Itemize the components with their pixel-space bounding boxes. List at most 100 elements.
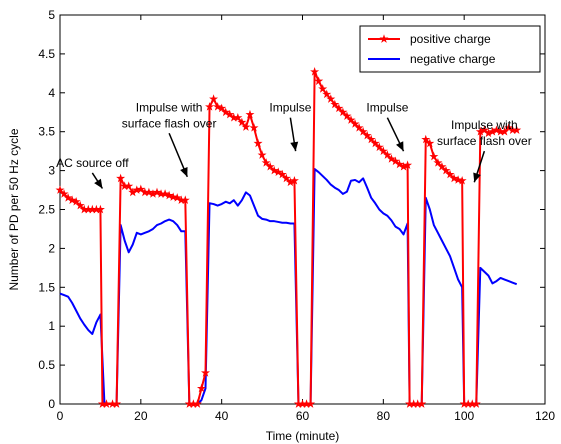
data-point-marker <box>164 190 174 200</box>
legend-label-negative: negative charge <box>410 52 496 66</box>
y-tick-label: 2 <box>48 241 55 255</box>
legend: positive charge negative charge <box>359 25 541 73</box>
y-tick-label: 2.5 <box>38 203 55 217</box>
data-point-marker <box>144 187 154 197</box>
data-point-marker <box>172 193 182 202</box>
data-point-marker <box>225 109 235 119</box>
data-point-marker <box>429 151 439 161</box>
series-line <box>59 168 518 405</box>
y-tick-label: 4.5 <box>38 47 55 61</box>
data-point-marker <box>213 102 223 111</box>
data-point-marker <box>425 138 435 148</box>
data-point-marker <box>205 102 215 111</box>
data-point-marker <box>346 115 356 124</box>
data-point-marker <box>314 76 324 85</box>
data-point-marker <box>180 195 190 204</box>
series-negative-charge <box>59 168 518 405</box>
data-point-marker <box>253 138 263 148</box>
data-point-marker <box>504 123 514 132</box>
data-point-marker <box>67 195 77 204</box>
y-tick-label: 1 <box>48 319 55 333</box>
data-point-marker <box>433 158 443 167</box>
data-point-marker <box>95 204 105 214</box>
legend-box <box>359 25 541 73</box>
data-point-marker <box>492 125 501 134</box>
data-point-marker <box>55 185 65 194</box>
data-point-marker <box>471 399 481 408</box>
data-point-marker <box>245 109 255 119</box>
data-point-marker <box>342 111 352 120</box>
data-point-marker <box>59 189 69 198</box>
data-point-marker <box>281 173 291 183</box>
data-point-marker <box>421 134 431 144</box>
data-point-marker <box>326 94 336 103</box>
data-point-marker <box>152 187 162 197</box>
annotation-label: AC source off <box>56 156 129 170</box>
annotation-arrow-head <box>180 166 188 177</box>
annotation-label: Impulse <box>269 101 311 115</box>
y-tick-label: 0.5 <box>38 358 55 372</box>
data-point-marker <box>382 150 392 159</box>
data-point-marker <box>289 175 299 185</box>
x-tick-label: 20 <box>134 409 148 423</box>
data-point-marker <box>366 134 376 144</box>
data-point-marker <box>350 119 360 128</box>
annotation: Impulse with surface flash over <box>437 118 532 183</box>
annotation: Impulse <box>269 101 312 152</box>
annotation-label: Impulse with <box>136 100 203 114</box>
data-point-marker <box>370 138 380 148</box>
data-point-marker <box>237 117 247 127</box>
y-tick-label: 3 <box>48 164 55 178</box>
x-tick-label: 80 <box>377 409 391 423</box>
annotation-arrow-head <box>290 141 299 152</box>
series-positive-charge <box>55 67 522 408</box>
data-point-marker <box>322 89 332 99</box>
annotation-arrow-head <box>94 178 103 189</box>
data-point-marker <box>221 107 231 117</box>
data-point-marker <box>310 67 320 76</box>
data-point-marker <box>249 123 259 132</box>
data-point-marker <box>209 94 219 103</box>
data-point-marker <box>273 167 283 176</box>
data-point-marker <box>261 158 271 167</box>
data-point-marker <box>233 112 243 122</box>
annotation-arrow-head <box>473 172 481 183</box>
annotation-label: Impulse <box>366 101 408 115</box>
data-point-marker <box>338 107 348 117</box>
data-point-marker <box>390 156 400 166</box>
x-tick-label: 100 <box>454 409 474 423</box>
data-point-marker <box>330 99 340 109</box>
data-point-marker <box>386 154 396 163</box>
annotation-label: surface flash over <box>122 116 217 130</box>
data-point-marker <box>306 399 316 408</box>
data-point-marker <box>395 159 404 169</box>
annotation: Impulse <box>366 101 409 152</box>
legend-label-positive: positive charge <box>410 32 491 46</box>
data-point-marker <box>196 383 206 393</box>
y-tick-label: 5 <box>48 8 55 22</box>
data-point-marker <box>362 130 372 140</box>
data-point-marker <box>378 146 388 155</box>
data-point-marker <box>160 189 170 198</box>
x-tick-label: 40 <box>215 409 229 423</box>
data-point-marker <box>217 103 227 113</box>
data-point-marker <box>75 200 85 210</box>
y-tick-label: 1.5 <box>38 280 55 294</box>
y-tick-label: 3.5 <box>38 125 55 139</box>
data-point-marker <box>334 103 344 113</box>
data-point-marker <box>257 150 267 159</box>
data-point-marker <box>116 173 126 183</box>
data-point-marker <box>441 165 451 175</box>
data-point-marker <box>318 84 328 93</box>
annotation-label: surface flash over <box>437 134 532 148</box>
data-point-marker <box>124 181 134 190</box>
data-point-marker <box>417 399 427 408</box>
legend-marker-star <box>379 34 389 43</box>
data-point-marker <box>445 169 455 179</box>
data-point-marker <box>63 193 73 202</box>
data-point-marker <box>358 126 368 136</box>
data-point-marker <box>112 399 122 408</box>
data-point-marker <box>277 169 287 179</box>
